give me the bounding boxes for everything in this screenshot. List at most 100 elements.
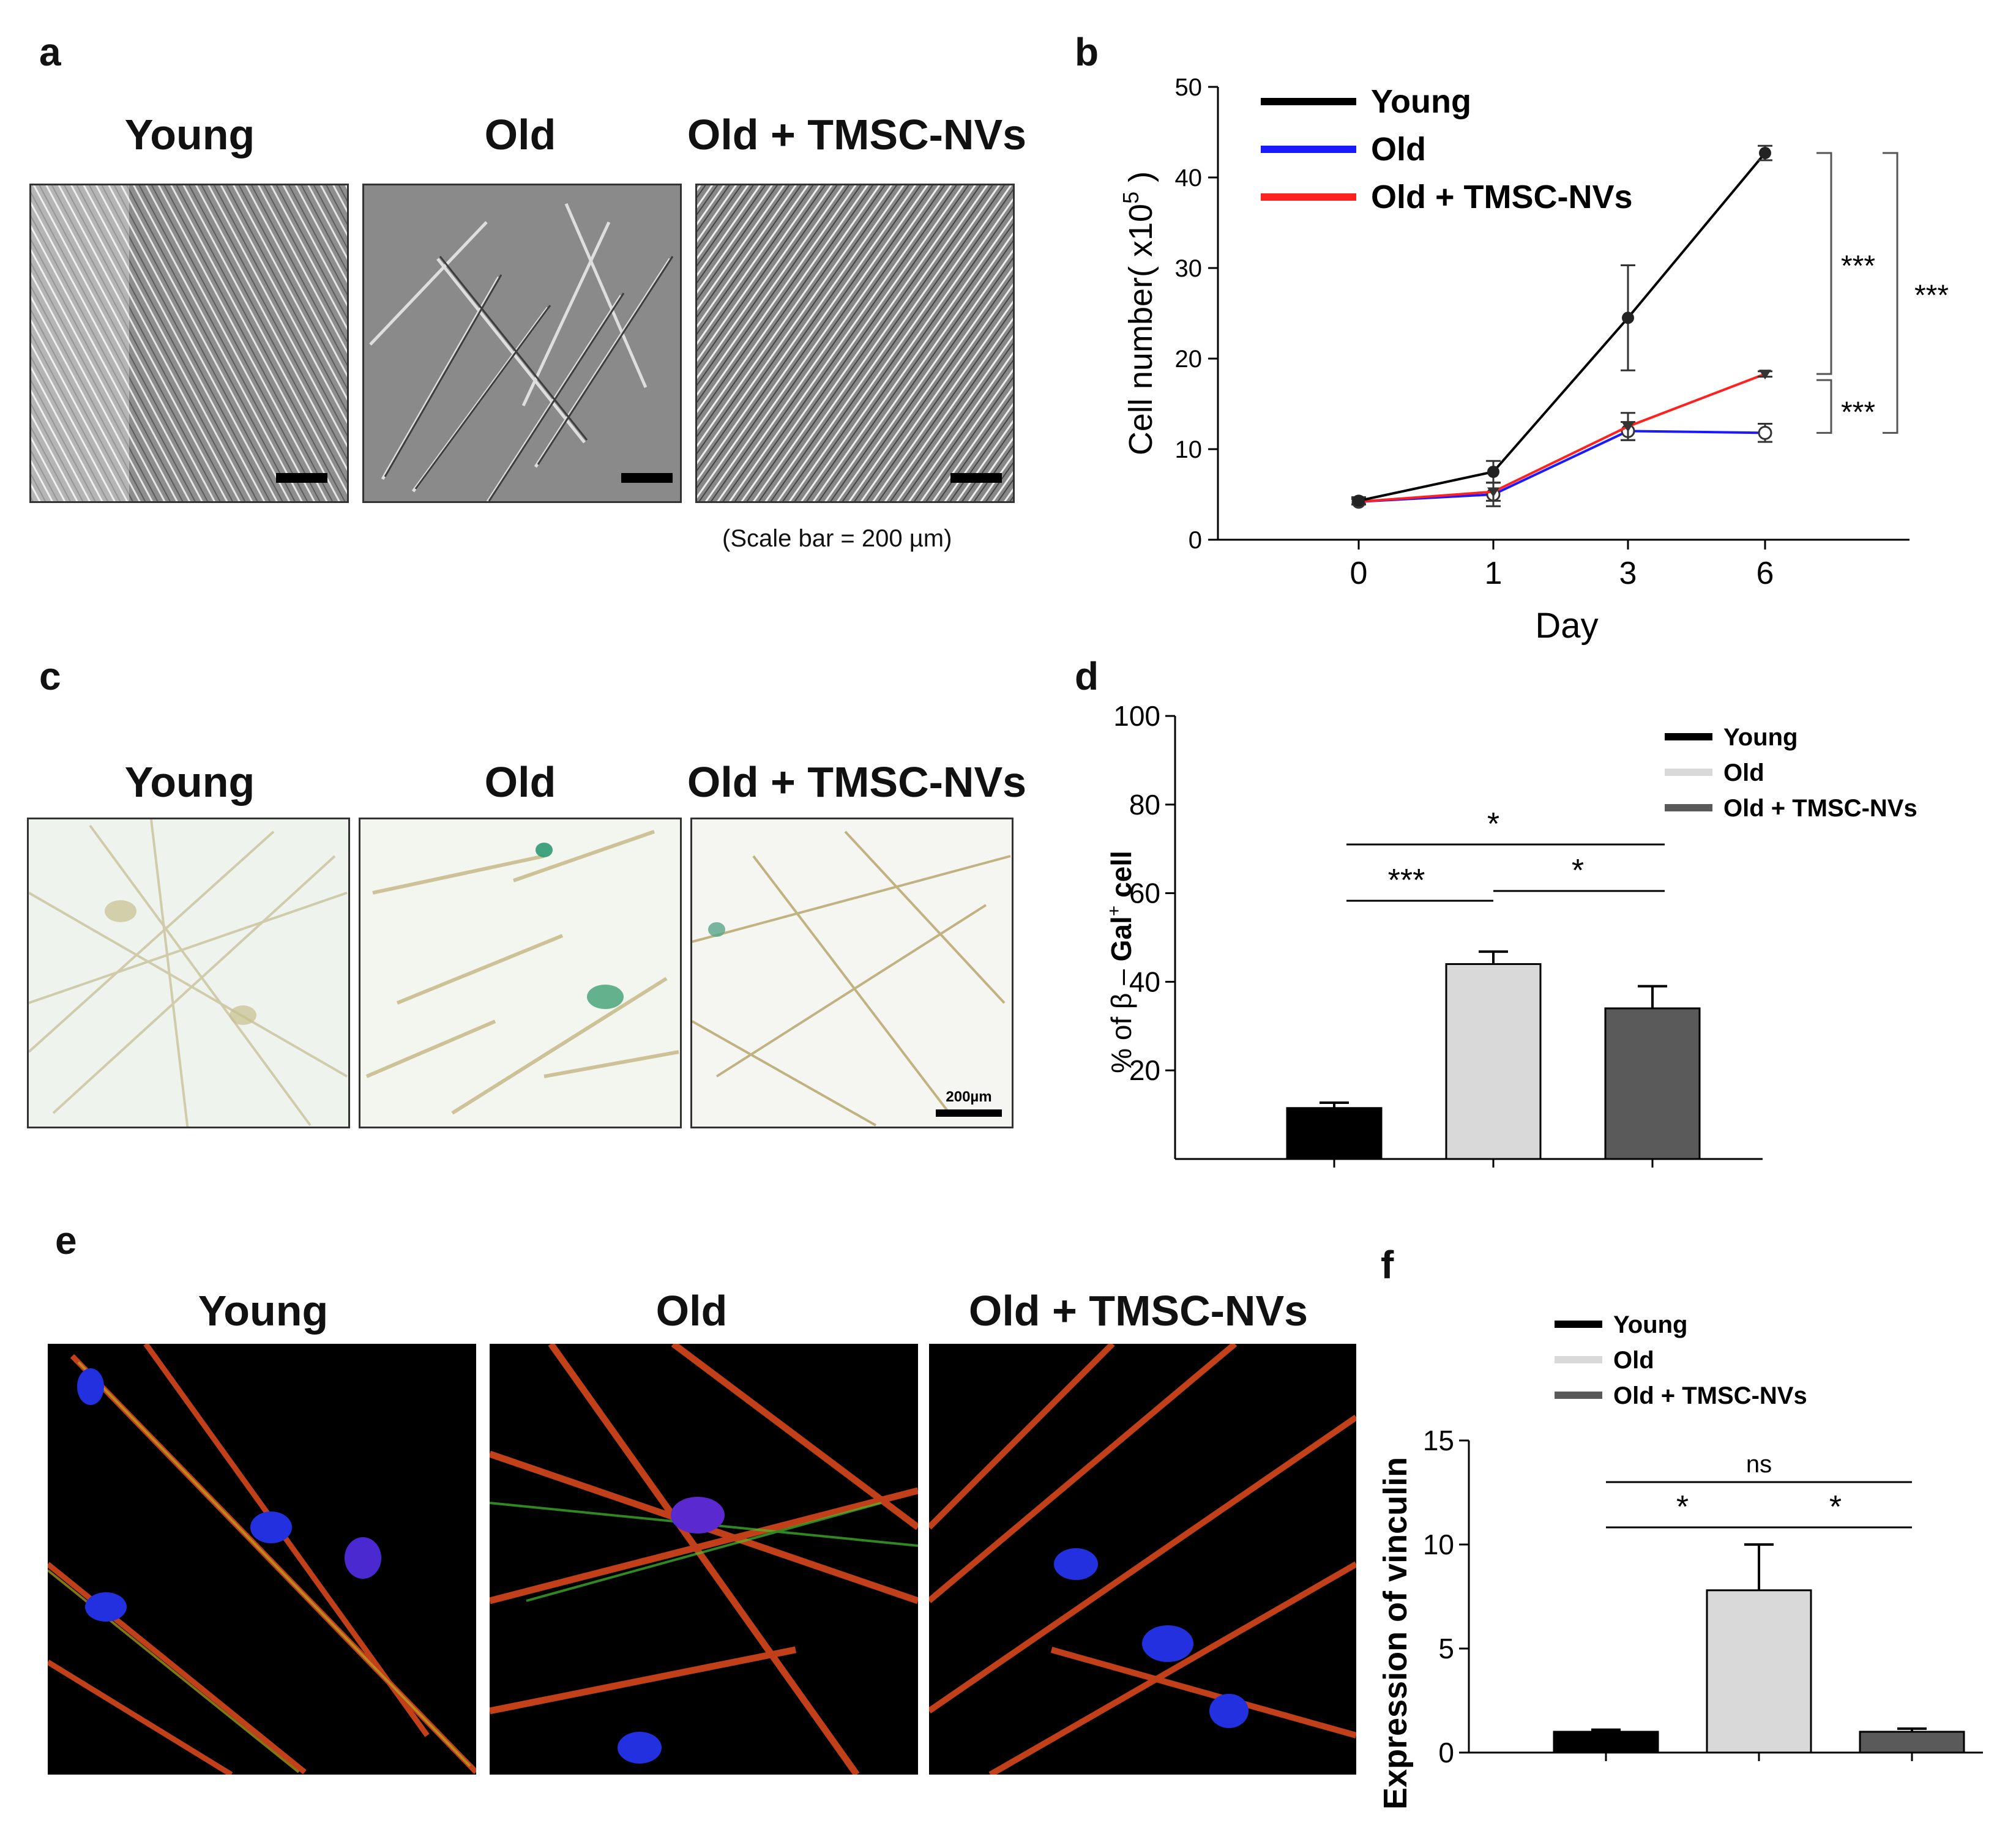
sig-label: * (1829, 1489, 1842, 1525)
panel-letter-e: e (55, 1218, 77, 1262)
legend-label: Old + TMSC-NVs (1613, 1382, 1807, 1409)
y-axis-label: Expression of vinculin (1377, 1457, 1414, 1809)
legend-label: Young (1723, 724, 1798, 751)
fluor-image-old (490, 1344, 918, 1775)
y-tick-label: 80 (1129, 789, 1160, 821)
chart-b: 0 10 20 30 40 50 0 1 3 6 Day Cell number( x105 ) You… (1118, 74, 1949, 646)
fluor-image-treated (929, 1344, 1356, 1775)
y-tick-label: 10 (1423, 1529, 1454, 1560)
y-tick-label: 60 (1129, 878, 1160, 909)
legend-label: Old + TMSC-NVs (1371, 179, 1633, 215)
phase-texture-treated (697, 185, 1013, 501)
data-point (1487, 466, 1499, 478)
sig-label: * (1572, 853, 1584, 889)
bar-old (1706, 1589, 1812, 1754)
stain-texture-treated (692, 830, 1011, 1127)
y-axis-label: % of β – Gal+ cell (1104, 851, 1137, 1073)
y-tick-label: 0 (1438, 1737, 1454, 1768)
micrograph-a-old (362, 184, 682, 503)
x-axis-label: Day (1535, 606, 1598, 646)
y-axis-label: Cell number( x105 ) (1118, 171, 1159, 455)
scale-bar-a-old (621, 473, 673, 483)
panel-letter-a: a (39, 30, 61, 74)
panel-e-title-old: Old (655, 1287, 728, 1335)
legend-label: Old + TMSC-NVs (1723, 795, 1917, 822)
series-line-old (1358, 430, 1766, 503)
fluor-texture-young (48, 1344, 476, 1775)
sig-bracket (1883, 152, 1898, 434)
data-point (1758, 425, 1772, 440)
bar-young (1553, 1731, 1659, 1754)
sig-label: ns (1746, 1451, 1772, 1478)
panel-a-title-young: Young (124, 111, 255, 158)
phase-texture-old (364, 185, 680, 501)
panel-letter-b: b (1075, 30, 1099, 74)
sig-label: * (1487, 807, 1499, 842)
y-tick-label: 30 (1175, 255, 1203, 282)
panel-letter-d: d (1075, 654, 1099, 698)
bar-old-tmsc-nvs (1604, 1007, 1701, 1160)
y-tick-label: 20 (1129, 1054, 1160, 1086)
panel-a-title-treated: Old + TMSC-NVs (687, 111, 1027, 158)
x-tick-label: 6 (1757, 556, 1774, 591)
phase-texture-young (31, 185, 347, 501)
x-tick-label: 3 (1619, 556, 1637, 591)
y-tick-label: 10 (1175, 436, 1203, 463)
scale-bar-c (936, 1109, 1002, 1117)
sig-label: *** (1841, 396, 1875, 428)
panel-a-title-old: Old (484, 111, 556, 158)
x-tick-label: 0 (1350, 556, 1368, 591)
legend-label: Old (1613, 1347, 1654, 1374)
stain-texture-old (365, 830, 679, 1115)
panel-letter-c: c (39, 654, 61, 698)
stain-texture-young (29, 819, 348, 1127)
y-tick-label: 40 (1129, 966, 1160, 997)
sig-bracket (1816, 152, 1832, 375)
panel-letter-f: f (1381, 1243, 1394, 1287)
sig-label: *** (1388, 863, 1425, 898)
scale-bar-c-label: 200µm (946, 1089, 992, 1105)
y-tick-label: 40 (1175, 165, 1203, 192)
data-point (1622, 311, 1634, 324)
sig-label: *** (1914, 280, 1949, 312)
legend-label: Old (1371, 131, 1426, 168)
panel-e-title-young: Young (198, 1287, 329, 1335)
fluor-texture-treated (929, 1344, 1356, 1775)
panel-c-title-treated: Old + TMSC-NVs (687, 758, 1027, 806)
data-point (1353, 494, 1365, 507)
y-tick-label: 0 (1189, 527, 1202, 554)
data-point (1622, 422, 1634, 432)
fluor-image-young: Vinculin F-actin DAPI (48, 1344, 476, 1775)
data-point (1759, 370, 1771, 380)
y-tick-label: 15 (1423, 1425, 1454, 1456)
panel-c-title-young: Young (124, 758, 255, 806)
y-tick-label: 20 (1175, 346, 1203, 373)
legend-label: Young (1613, 1311, 1687, 1338)
panel-e-title-treated: Old + TMSC-NVs (968, 1287, 1309, 1335)
legend-label: Young (1371, 83, 1471, 120)
x-tick-label: 1 (1485, 556, 1503, 591)
sig-label: *** (1841, 250, 1875, 283)
scale-bar-note: (Scale bar = 200 µm) (722, 525, 952, 552)
y-tick-label: 50 (1175, 74, 1203, 101)
bar-old-tmsc-nvs (1859, 1731, 1965, 1754)
legend-label: Old (1723, 759, 1764, 786)
panel-c-title-old: Old (484, 758, 556, 806)
bar-young (1286, 1107, 1383, 1160)
fluor-texture-old (490, 1344, 918, 1775)
bar-old (1445, 963, 1542, 1160)
legend-vinculin: Vinculin (366, 1361, 457, 1387)
scale-bar-a-treated (950, 473, 1002, 483)
data-point (1759, 147, 1771, 160)
stain-image-c-young (27, 818, 350, 1128)
legend-factin: F-actin (379, 1389, 456, 1415)
micrograph-a-treated (695, 184, 1015, 503)
y-tick-label: 100 (1113, 700, 1160, 732)
sig-label: * (1676, 1489, 1689, 1525)
series-line-old-tmsc-nvs (1358, 373, 1766, 503)
micrograph-a-young (29, 184, 349, 503)
sig-bracket (1816, 379, 1832, 434)
y-tick-label: 5 (1438, 1633, 1454, 1664)
stain-image-c-old (359, 818, 682, 1128)
